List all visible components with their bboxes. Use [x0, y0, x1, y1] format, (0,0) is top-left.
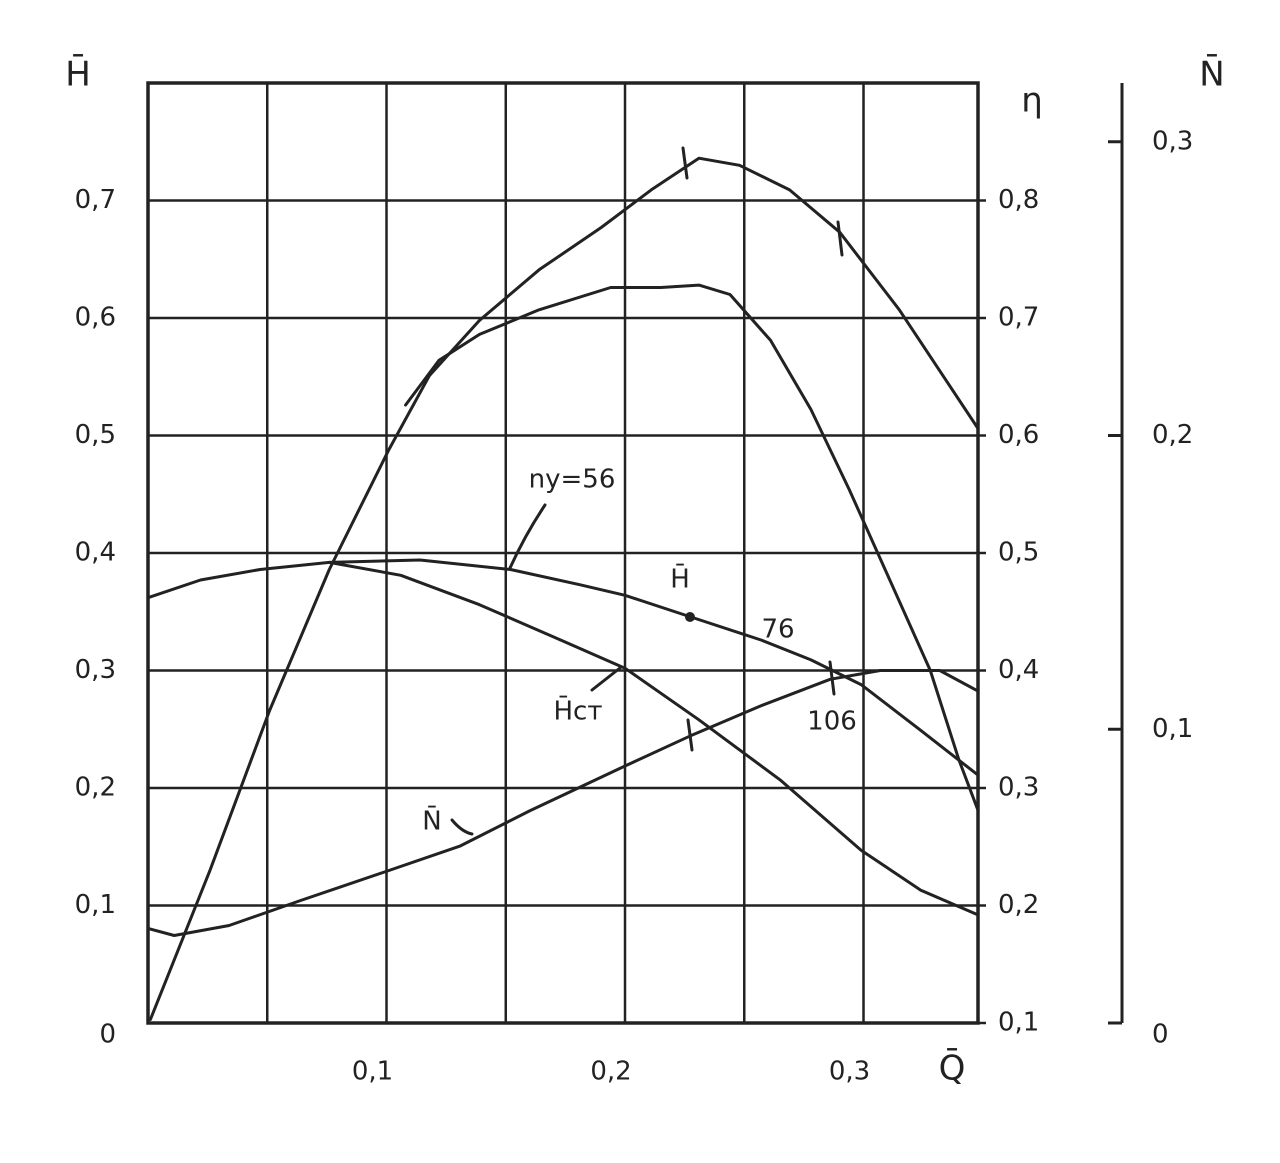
- y-tick-label: 0,5: [75, 420, 116, 450]
- x-tick-label: 0,1: [352, 1057, 393, 1087]
- y-tick-label: 0,1: [75, 890, 116, 920]
- annotation: H̄ст: [554, 695, 603, 727]
- y2-tick-label: 0,2: [998, 890, 1039, 920]
- y3-tick-label: 0,2: [1152, 420, 1193, 450]
- x-tick-label: 0,3: [829, 1057, 870, 1087]
- y2-tick-label: 0,3: [998, 773, 1039, 803]
- y-tick-label: 0,6: [75, 303, 116, 333]
- y-tick-label: 0,4: [75, 538, 116, 568]
- y2-tick-label: 0,5: [998, 538, 1039, 568]
- annotation: 106: [807, 707, 857, 737]
- curve: [146, 558, 980, 777]
- y-tick-label: 0,2: [75, 773, 116, 803]
- x-axis-title: Q̄: [939, 1047, 966, 1088]
- pointer: [508, 503, 547, 570]
- y2-tick-label: 0,7: [998, 303, 1039, 333]
- annotation: N̄: [422, 805, 441, 837]
- curve: [146, 669, 980, 937]
- x-tick-label: 0,2: [590, 1057, 631, 1087]
- curve: [148, 156, 980, 1021]
- y2-tick-label: 0,1: [998, 1008, 1039, 1038]
- y3-tick-label: 0,1: [1152, 714, 1193, 744]
- y2-tick-label: 0,8: [998, 185, 1039, 215]
- y-tick-label: 0,3: [75, 655, 116, 685]
- point-tick: [836, 220, 844, 257]
- curve: [404, 283, 980, 812]
- y2-axis-title: η: [1021, 81, 1043, 121]
- y2-tick-label: 0,6: [998, 420, 1039, 450]
- annotation: H̄: [670, 563, 690, 595]
- pointers: [450, 146, 844, 836]
- point-tick: [681, 146, 689, 180]
- y2-tick-label: 0,4: [998, 655, 1039, 685]
- y3-tick-label: 0,3: [1152, 126, 1193, 156]
- y-tick-label: 0,7: [75, 185, 116, 215]
- y-tick-label: 0: [99, 1020, 116, 1050]
- y-axis-title: H̄: [65, 53, 91, 94]
- annotation: ny=56: [529, 465, 616, 495]
- y3-axis-title: N̄: [1199, 53, 1224, 94]
- y3-tick-label: 0: [1152, 1020, 1169, 1050]
- curve: [327, 560, 980, 917]
- pointer: [450, 818, 474, 836]
- annotation: 76: [761, 615, 794, 645]
